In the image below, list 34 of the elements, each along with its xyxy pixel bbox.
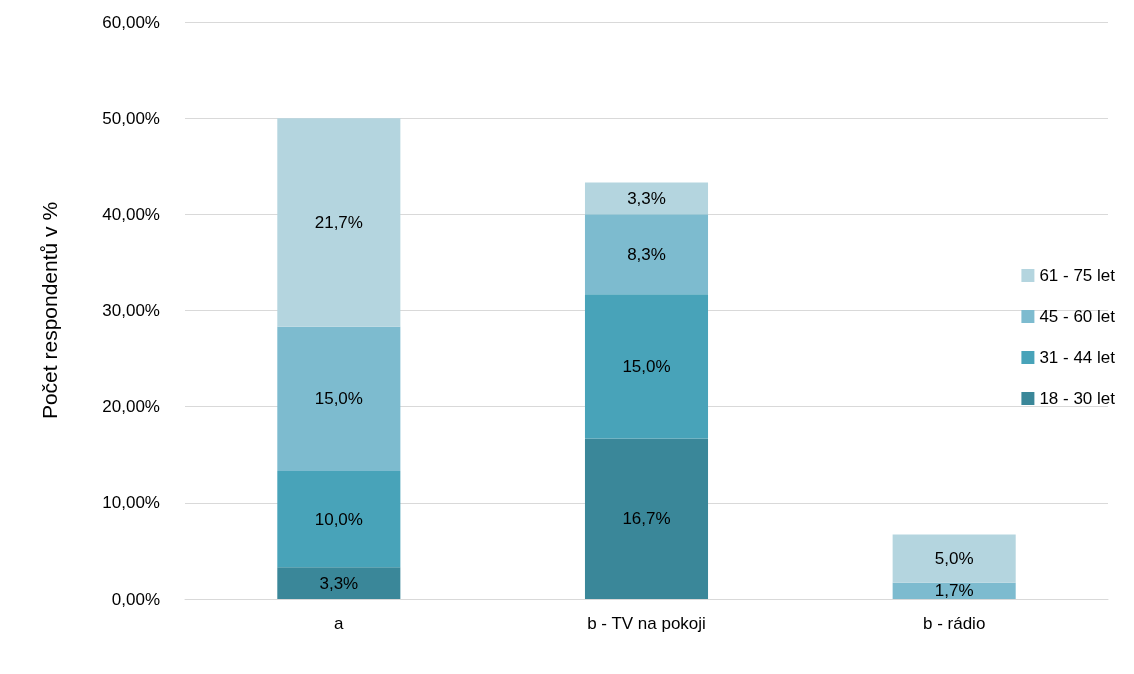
bar bbox=[277, 326, 401, 472]
data-label: 3,3% bbox=[319, 573, 359, 593]
bar bbox=[277, 471, 401, 568]
data-label: 5,0% bbox=[934, 549, 974, 569]
data-label: 1,7% bbox=[934, 581, 974, 601]
legend-label: 31 - 44 let bbox=[1039, 348, 1116, 367]
data-label: 15,0% bbox=[622, 356, 671, 376]
x-tick-label: b - TV na pokoji bbox=[587, 614, 706, 633]
x-tick-label: b - rádio bbox=[922, 614, 986, 633]
bar bbox=[584, 182, 709, 215]
y-axis-title: Počet respondentů v % bbox=[38, 201, 61, 420]
data-label: 8,3% bbox=[627, 244, 666, 264]
data-label: 15,0% bbox=[314, 389, 363, 409]
bar bbox=[584, 294, 709, 439]
data-label: 16,7% bbox=[622, 509, 671, 529]
data-label: 3,3% bbox=[627, 188, 666, 208]
legend-label: 45 - 60 let bbox=[1039, 307, 1116, 326]
legend-label: 61 - 75 let bbox=[1039, 266, 1116, 285]
legend-label: 18 - 30 let bbox=[1039, 389, 1116, 408]
data-label: 10,0% bbox=[314, 509, 363, 529]
x-tick-label: a bbox=[334, 614, 345, 633]
bar bbox=[892, 534, 1016, 583]
bar bbox=[277, 118, 401, 327]
y-tick-label: 10,00% bbox=[102, 493, 160, 513]
y-tick-label: 0,00% bbox=[111, 589, 160, 609]
bar bbox=[277, 567, 401, 599]
y-tick-label: 60,00% bbox=[102, 12, 160, 32]
bar bbox=[584, 438, 709, 599]
bar bbox=[584, 214, 709, 295]
data-label: 21,7% bbox=[314, 213, 363, 233]
y-tick-label: 30,00% bbox=[102, 301, 160, 320]
y-tick-label: 20,00% bbox=[102, 397, 160, 417]
y-tick-label: 40,00% bbox=[102, 204, 160, 224]
y-tick-label: 50,00% bbox=[102, 108, 160, 128]
